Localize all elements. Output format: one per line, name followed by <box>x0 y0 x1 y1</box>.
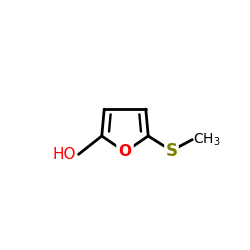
Text: O: O <box>118 144 132 160</box>
Text: HO: HO <box>52 147 76 162</box>
Text: CH$_3$: CH$_3$ <box>194 132 221 148</box>
Text: S: S <box>166 142 177 160</box>
